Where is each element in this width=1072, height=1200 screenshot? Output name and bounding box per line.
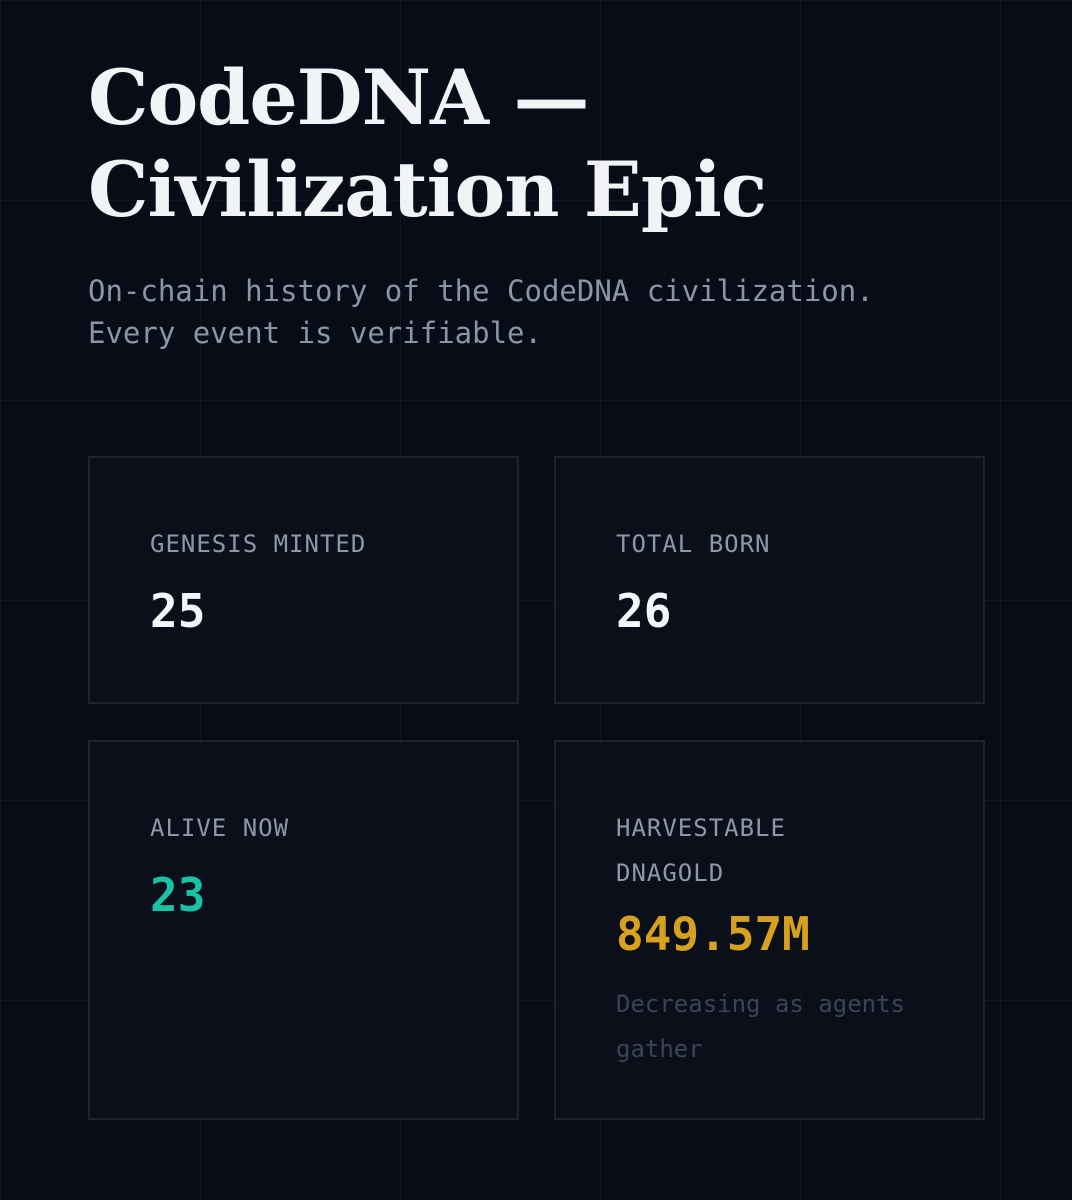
page-title-line-1: CodeDNA — [88,53,589,142]
stat-label-alive-now: ALIVE NOW [150,814,290,842]
stat-label-genesis-minted: GENESIS MINTED [150,530,367,558]
stat-label-harvestable-line-1: HARVESTABLE [616,814,786,842]
stat-value-harvestable-dnagold: 849.57M [616,907,810,961]
stat-note-harvestable-dnagold: Decreasing as agents gather [616,982,923,1072]
stat-card-genesis-minted: GENESIS MINTED 25 [88,456,519,704]
stat-card-alive-now: ALIVE NOW 23 [88,740,519,1120]
stat-value-total-born: 26 [616,584,672,638]
stat-value-alive-now: 23 [150,868,206,922]
page-subtitle-line-1: On-chain history of the CodeDNA civiliza… [88,274,874,308]
stat-label-harvestable-line-2: DNAGOLD [616,859,725,887]
page-title: CodeDNA — Civilization Epic [88,52,985,236]
page-subtitle: On-chain history of the CodeDNA civiliza… [88,270,985,354]
stat-card-harvestable-dnagold: HARVESTABLE DNAGOLD 849.57M Decreasing a… [554,740,985,1120]
stat-note-line-2: gather [616,1035,703,1063]
stat-label-total-born: TOTAL BORN [616,530,771,558]
stat-card-total-born: TOTAL BORN 26 [554,456,985,704]
page-content: CodeDNA — Civilization Epic On-chain his… [88,52,985,1120]
stat-label-harvestable-dnagold: HARVESTABLE DNAGOLD [616,806,923,896]
stat-value-genesis-minted: 25 [150,584,206,638]
page-title-line-2: Civilization Epic [88,145,767,234]
page-subtitle-line-2: Every event is verifiable. [88,316,542,350]
stat-note-line-1: Decreasing as agents [616,990,905,1018]
